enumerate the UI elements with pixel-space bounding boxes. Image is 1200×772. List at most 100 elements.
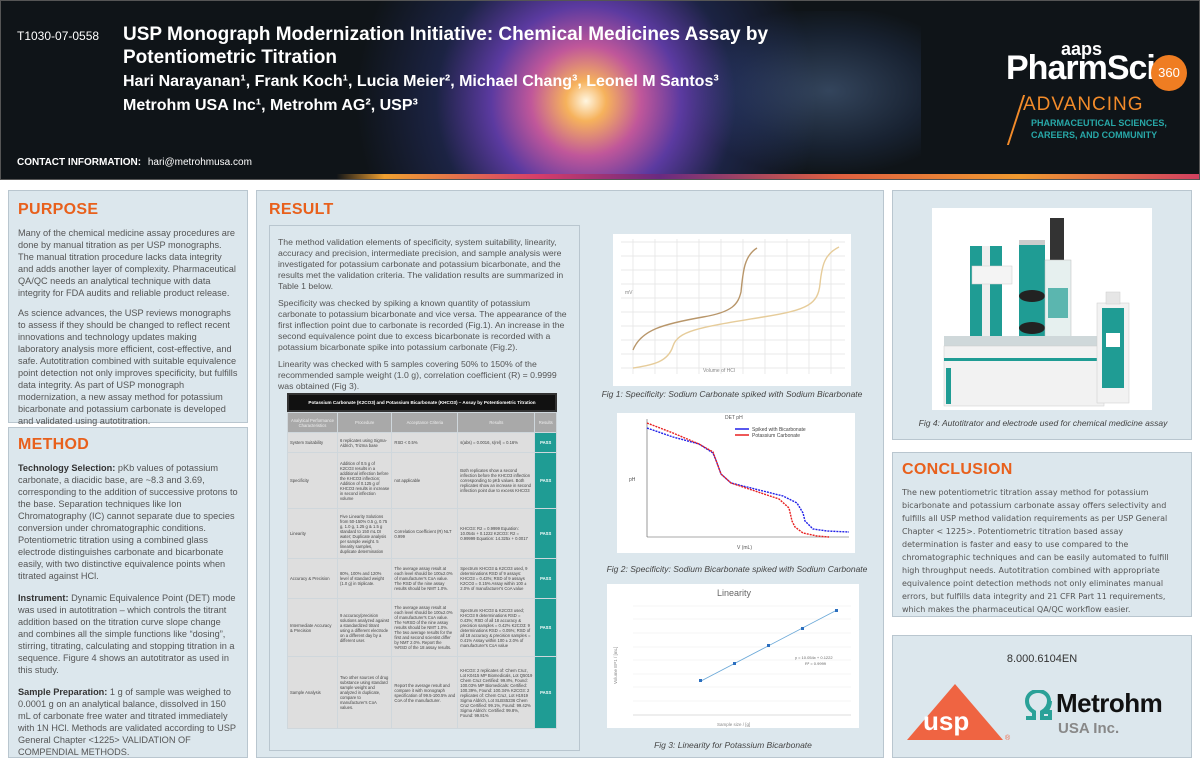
conclusion-heading: CONCLUSION xyxy=(902,461,1013,478)
table-title: Potassium Carbonate (K2CO3) and Potassiu… xyxy=(287,393,557,412)
column-header: Results xyxy=(534,412,557,433)
pass-badge: PASS xyxy=(534,508,557,559)
table-row: Sample Analysis Two other sources of dru… xyxy=(287,656,557,729)
fig2-caption: Fig 2: Specificity: Sodium Bicarbonate s… xyxy=(606,564,868,574)
purpose-heading: PURPOSE xyxy=(18,201,99,218)
result-text-box: The method validation elements of specif… xyxy=(269,225,580,751)
table-cell: The average assay result at each level s… xyxy=(391,558,459,599)
fig2-ylabel: pH xyxy=(629,477,636,483)
badge-360-icon: 360 xyxy=(1151,55,1187,91)
fig2-legend-red: Potassium Carbonate xyxy=(752,433,800,439)
metrohm-wordmark: Metrohm xyxy=(1056,688,1163,718)
poster-code: T1030-07-0558 xyxy=(17,29,100,43)
tagline: PHARMACEUTICAL SCIENCES, CAREERS, AND CO… xyxy=(1031,117,1167,141)
pass-badge: PASS xyxy=(534,452,557,509)
result-heading: RESULT xyxy=(269,201,334,218)
table-cell: Correlation Coefficient (R) NLT 0.999 xyxy=(391,508,459,559)
method-text: 1 g of sample was weighed to 0.0001 g on… xyxy=(18,687,236,757)
fig2-title: DET pH xyxy=(725,415,743,421)
table-cell: Accuracy & Precision xyxy=(287,558,338,599)
table-cell: Specificity xyxy=(287,452,338,509)
contact-info: CONTACT INFORMATION: hari@metrohmusa.com xyxy=(17,157,252,168)
method-text: Dynamic Equivalence Point (DET) mode was… xyxy=(18,593,236,675)
table-cell: Addition of 0.5 g of K2CO3 results in a … xyxy=(336,452,393,509)
poster-title: USP Monograph Modernization Initiative: … xyxy=(123,24,769,68)
table-cell: 9 accuracy/precision solutions analyzed … xyxy=(336,598,393,657)
purpose-paragraph: As science advances, the USP reviews mon… xyxy=(18,308,238,426)
table-row: Specificity Addition of 0.5 g of K2CO3 r… xyxy=(287,452,557,509)
contact-email[interactable]: hari@metrohmusa.com xyxy=(147,157,252,168)
method-panel: METHOD Technology Selection: pKb values … xyxy=(8,427,248,758)
purpose-paragraph: Many of the chemical medicine assay proc… xyxy=(18,228,236,298)
fig3-ylabel: Volume EP1 / [mL] xyxy=(613,647,618,684)
logos-panel: 8.000.6104EN usp ® Metrohm USA Inc. xyxy=(892,635,1192,758)
usp-wordmark: usp xyxy=(923,706,969,736)
table-cell: Spectrum KHCO3 & K2CO3 used, 9 determina… xyxy=(457,558,536,599)
method-text: pKb values of potassium carbonate, a dia… xyxy=(18,463,238,581)
fig3-title: Linearity xyxy=(717,588,752,598)
fig3-chart: Linearity y = 10.054x + 0.1222 R² = 0.99… xyxy=(607,584,859,728)
table-cell: RSD < 0.5% xyxy=(391,432,459,453)
advancing-text: ADVANCING xyxy=(1023,94,1144,115)
column-header: Acceptance Criteria xyxy=(391,412,459,433)
table-cell: KHCO3: R2 = 0.9999 Equation: 10.054x + 0… xyxy=(457,508,536,559)
fig3-equation: y = 10.054x + 0.1222 xyxy=(795,655,833,660)
table-row: Intermediate Accuracy & Precision 9 accu… xyxy=(287,598,557,657)
method-label: Technology Selection: xyxy=(18,463,116,473)
fig1-ylabel: mV xyxy=(625,290,633,296)
header-stripe xyxy=(1,174,1199,179)
method-technology: Technology Selection: pKb values of pota… xyxy=(18,462,238,582)
tagline-line-1: PHARMACEUTICAL SCIENCES, xyxy=(1031,118,1167,128)
result-paragraph: Linearity was checked with 5 samples cov… xyxy=(278,359,557,391)
column-header: Results xyxy=(457,412,536,433)
pass-badge: PASS xyxy=(534,656,557,729)
purpose-panel: PURPOSE Many of the chemical medicine as… xyxy=(8,190,248,426)
table-cell: System Suitability xyxy=(287,432,338,453)
autotitrator-illustration xyxy=(943,218,1130,407)
metrohm-omega-icon xyxy=(1024,690,1052,720)
conclusion-panel: CONCLUSION The new potentiometric titrat… xyxy=(892,452,1192,617)
column-header: Procedure xyxy=(336,412,393,433)
header-face-art xyxy=(691,11,921,171)
document-number: 8.000.6104EN xyxy=(1006,653,1078,665)
table-cell: KHCO3: 2 replicates of: Chem Cruz, Lot K… xyxy=(457,656,536,729)
tagline-line-2: CAREERS, AND COMMUNITY xyxy=(1031,130,1158,140)
fig3-xlabel: Sample size / [g] xyxy=(717,722,750,727)
method-label: Sample Preparation: xyxy=(18,687,108,697)
result-paragraph: The method validation elements of specif… xyxy=(278,237,564,291)
aaps-wordmark: aaps xyxy=(1061,39,1103,59)
table-cell: Sample Analysis xyxy=(287,656,338,729)
fig4-caption: Fig 4: Autotitrator and electrode used f… xyxy=(918,418,1168,428)
poster-authors: Hari Narayanan¹, Frank Koch¹, Lucia Meie… xyxy=(123,73,719,90)
table-header-row: Analytical Performance Characteristics P… xyxy=(287,412,557,433)
fig3-r2: R² = 0.9999 xyxy=(805,661,827,666)
conclusion-text: The new potentiometric titration assay m… xyxy=(902,488,1169,614)
table-row: Accuracy & Precision 80%, 100% and 120% … xyxy=(287,558,557,599)
autotitrator-image xyxy=(932,208,1152,410)
table-cell: not applicable xyxy=(391,452,459,509)
result-paragraph: Specificity was checked by spiking a kno… xyxy=(278,298,567,352)
table-cell: Report the average result and compare it… xyxy=(391,656,459,729)
pass-badge: PASS xyxy=(534,432,557,453)
fig1-xlabel: Volume of HCl xyxy=(703,368,735,374)
table-cell: Five Linearity Solutions from 50-150% 0.… xyxy=(336,508,393,559)
pharmsci-360-logo: aaps PharmSci 360 ADVANCING PHARMACEUTIC… xyxy=(1001,39,1191,149)
table-cell: Linearity xyxy=(287,508,338,559)
table-row: Linearity Five Linearity Solutions from … xyxy=(287,508,557,559)
contact-label: CONTACT INFORMATION: xyxy=(17,157,142,168)
table-row: System Suitability 6 replicates using Si… xyxy=(287,432,557,453)
metrohm-usa-sub: USA Inc. xyxy=(1058,720,1120,737)
method-heading: METHOD xyxy=(18,436,90,453)
poster-affiliations: Metrohm USA Inc¹, Metrohm AG², USP³ xyxy=(123,97,418,114)
table-cell: Both replicates show a second inflection… xyxy=(457,452,536,509)
fig2-plot: DET pH pH V (mL) Spiked with Bicarbonate… xyxy=(629,415,850,551)
fig3-caption: Fig 3: Linearity for Potassium Bicarbona… xyxy=(654,740,812,750)
fig2-chart: DET pH pH V (mL) Spiked with Bicarbonate… xyxy=(617,413,855,553)
method-instrument: Instrument: Dynamic Equivalence Point (D… xyxy=(18,592,238,676)
pass-badge: PASS xyxy=(534,598,557,657)
table-cell: The average assay result at each level s… xyxy=(391,598,459,657)
svg-text:®: ® xyxy=(1005,734,1011,742)
table-cell: Spectrum KHCO3 & K2CO3 used; KHCO3 9 det… xyxy=(457,598,536,657)
method-sample-prep: Sample Preparation: 1 g of sample was we… xyxy=(18,686,238,758)
method-label: Instrument: xyxy=(18,593,69,603)
